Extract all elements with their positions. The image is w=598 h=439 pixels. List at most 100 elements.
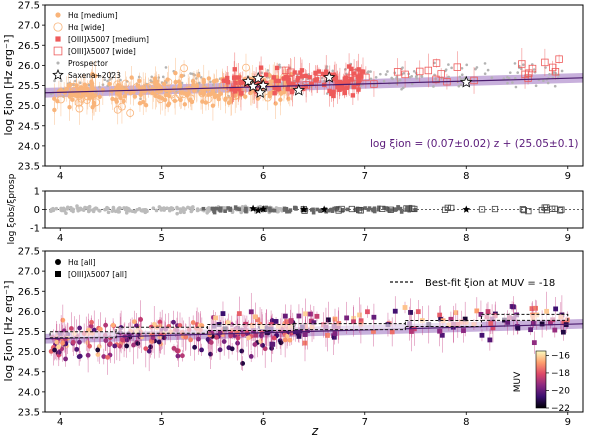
ratio-star <box>300 205 308 213</box>
data-point <box>351 319 356 325</box>
data-point <box>371 329 376 334</box>
data-point <box>139 334 145 340</box>
ratio-point <box>408 204 413 209</box>
data-point <box>103 338 109 343</box>
data-point <box>453 310 459 316</box>
ratio-star <box>320 205 328 213</box>
data-point <box>450 66 453 70</box>
data-point <box>307 75 312 80</box>
ratio-point <box>268 208 272 213</box>
data-point <box>525 69 533 77</box>
y-tick-label: 25.0 <box>18 101 40 112</box>
data-point <box>248 354 254 359</box>
data-point <box>298 70 303 75</box>
data-point <box>64 86 69 92</box>
data-point <box>457 84 461 88</box>
data-point <box>259 333 264 339</box>
data-point <box>514 85 518 89</box>
data-point <box>87 343 92 349</box>
bestfit-step <box>49 331 117 339</box>
ratio-point <box>520 207 528 214</box>
ratio-point <box>268 206 272 211</box>
bottom-panel-legend: Hα [all] [OIII]λ5007 [all] <box>55 258 127 279</box>
legend-marker <box>53 22 63 32</box>
data-point <box>345 74 354 82</box>
data-point <box>371 314 377 320</box>
data-point <box>448 316 454 322</box>
y-tick-label: 23.5 <box>18 162 40 173</box>
ratio-point <box>151 206 156 210</box>
data-point <box>164 78 173 86</box>
data-point <box>95 352 101 357</box>
ratio-point <box>345 207 350 212</box>
ratio-point <box>159 208 164 212</box>
data-point <box>223 97 228 102</box>
data-point <box>57 95 65 104</box>
data-point <box>248 309 254 315</box>
ratio-point <box>371 208 376 213</box>
ratio-point <box>54 206 59 211</box>
data-point <box>516 71 520 74</box>
data-point <box>182 102 188 107</box>
data-point <box>401 70 409 79</box>
data-point <box>267 73 272 78</box>
data-point <box>433 73 436 77</box>
ratio-point <box>130 209 135 214</box>
data-point <box>175 353 181 359</box>
data-point <box>483 62 487 65</box>
data-point <box>110 96 115 102</box>
data-point <box>252 342 258 347</box>
bestfit-step <box>404 319 482 327</box>
data-point <box>258 338 264 344</box>
data-point <box>171 94 180 103</box>
colorbar-tick-label: −20 <box>551 386 570 396</box>
x-tick-label: 8 <box>463 233 469 244</box>
data-point <box>408 310 413 315</box>
data-point <box>190 320 196 325</box>
data-point <box>462 316 468 322</box>
ratio-point <box>558 206 565 213</box>
data-point <box>239 90 244 96</box>
data-point <box>197 81 201 85</box>
data-point <box>276 86 282 92</box>
bestfit-step <box>115 326 208 334</box>
data-point <box>308 311 313 317</box>
ratio-point <box>205 210 209 215</box>
data-point <box>553 306 559 312</box>
saxena-star <box>323 70 336 83</box>
data-point <box>295 84 300 89</box>
ratio-point <box>538 206 545 214</box>
ratio-point <box>363 206 367 210</box>
data-point <box>273 101 278 106</box>
data-point <box>105 354 111 360</box>
data-point <box>311 320 317 326</box>
x-tick-label: 9 <box>565 233 571 244</box>
data-point <box>458 75 462 79</box>
data-point <box>382 79 386 83</box>
data-point <box>401 66 404 69</box>
data-point <box>271 335 277 341</box>
data-point <box>77 325 83 331</box>
data-point <box>555 55 563 63</box>
bestfit-step <box>206 323 295 331</box>
data-point <box>410 75 414 78</box>
data-point <box>433 61 436 65</box>
ratio-point <box>272 208 277 213</box>
bottom-panel-data <box>44 291 584 375</box>
data-point <box>188 337 194 343</box>
data-point <box>560 329 566 335</box>
data-point <box>225 80 231 85</box>
ratio-point <box>143 210 148 215</box>
data-point <box>74 98 83 107</box>
bestfit-step <box>480 313 569 321</box>
ratio-point <box>210 206 215 211</box>
data-point <box>135 341 141 346</box>
top-panel-yticks: 23.5 24.0 24.5 25.0 25.5 26.0 26.5 27.0 27.5 <box>18 1 45 173</box>
data-point <box>400 87 403 91</box>
ratio-point <box>93 206 98 210</box>
y-tick-label: 26.0 <box>18 61 40 72</box>
ratio-point <box>405 206 410 211</box>
ratio-point <box>122 206 126 210</box>
ratio-point <box>59 208 63 212</box>
